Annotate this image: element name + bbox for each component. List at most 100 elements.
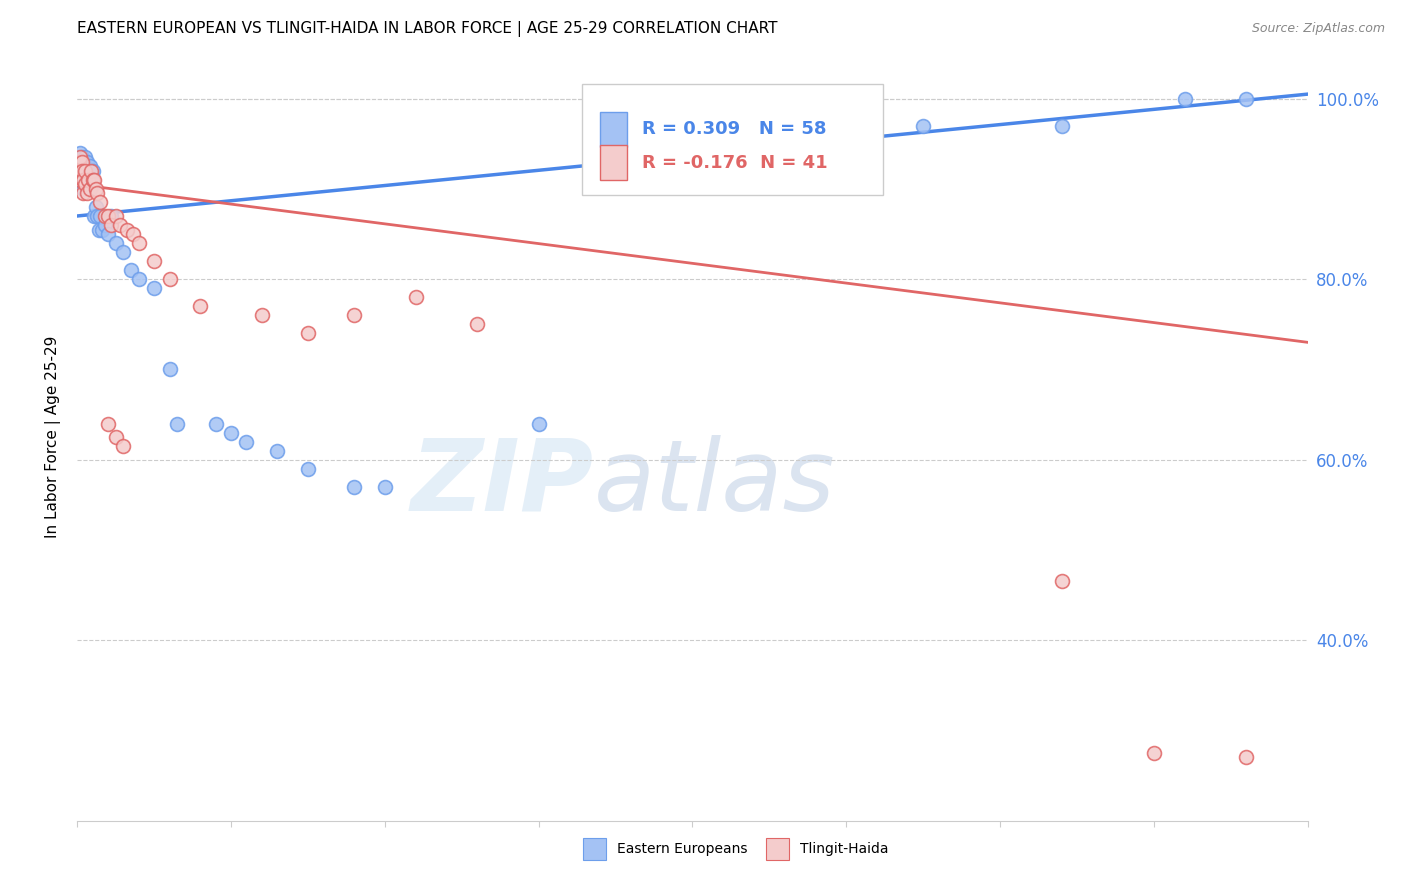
Point <box>73 178 96 192</box>
Text: atlas: atlas <box>595 434 835 532</box>
FancyBboxPatch shape <box>582 84 883 195</box>
Point <box>83 209 105 223</box>
Point <box>87 222 110 236</box>
Point <box>76 186 98 201</box>
Point <box>143 281 166 295</box>
Point <box>86 209 108 223</box>
Point <box>121 227 143 241</box>
Point <box>69 150 91 164</box>
Point <box>70 164 93 178</box>
Point <box>80 178 103 192</box>
Point <box>79 182 101 196</box>
Point <box>73 169 96 183</box>
Point <box>112 245 135 260</box>
Point <box>104 430 127 444</box>
Point <box>84 200 107 214</box>
Point <box>115 222 138 236</box>
Point <box>82 178 104 192</box>
Point <box>97 227 120 241</box>
Point <box>69 169 91 183</box>
Point <box>374 480 396 494</box>
Point <box>69 173 91 187</box>
Point <box>72 173 94 187</box>
Point <box>70 173 93 187</box>
Point <box>69 154 91 169</box>
Point <box>72 164 94 178</box>
Point <box>100 209 122 223</box>
Point <box>69 145 91 160</box>
Point <box>79 173 101 187</box>
Point <box>72 186 94 201</box>
Point <box>76 164 98 178</box>
Point <box>84 182 107 196</box>
Point <box>297 326 319 341</box>
Point <box>72 182 94 196</box>
Text: Source: ZipAtlas.com: Source: ZipAtlas.com <box>1251 22 1385 36</box>
Point <box>94 209 117 223</box>
FancyBboxPatch shape <box>600 145 627 180</box>
Point <box>77 164 100 178</box>
Point <box>70 159 93 173</box>
Point <box>1050 574 1073 589</box>
Point <box>70 154 93 169</box>
Point <box>72 173 94 187</box>
Point <box>97 209 120 223</box>
Point <box>1234 750 1257 764</box>
Point <box>235 434 257 449</box>
Point <box>89 209 111 223</box>
Point <box>100 218 122 232</box>
Point <box>104 235 127 250</box>
Point <box>86 186 108 201</box>
Point <box>67 154 90 169</box>
Point <box>104 209 127 223</box>
Point <box>77 173 100 187</box>
Point <box>143 254 166 268</box>
Point <box>79 159 101 173</box>
Bar <box>583 838 606 860</box>
Point <box>72 154 94 169</box>
Point <box>343 308 366 322</box>
Point <box>67 154 90 169</box>
Point <box>110 218 132 232</box>
Point <box>97 417 120 431</box>
Text: ZIP: ZIP <box>411 434 595 532</box>
Point <box>82 173 104 187</box>
Point <box>73 159 96 173</box>
Point <box>67 173 90 187</box>
Point <box>128 235 150 250</box>
Text: R = 0.309   N = 58: R = 0.309 N = 58 <box>643 120 827 138</box>
Point <box>83 173 105 187</box>
Point <box>76 173 98 187</box>
Point <box>1234 92 1257 106</box>
Point <box>69 159 91 173</box>
Point <box>1174 92 1197 106</box>
Point <box>77 173 100 187</box>
Point <box>204 417 226 431</box>
Point <box>250 308 273 322</box>
Point <box>405 290 427 304</box>
Point <box>159 272 181 286</box>
Text: EASTERN EUROPEAN VS TLINGIT-HAIDA IN LABOR FORCE | AGE 25-29 CORRELATION CHART: EASTERN EUROPEAN VS TLINGIT-HAIDA IN LAB… <box>77 21 778 37</box>
Point <box>67 164 90 178</box>
Point <box>1050 119 1073 133</box>
Text: Eastern Europeans: Eastern Europeans <box>617 842 748 856</box>
Point <box>76 154 98 169</box>
Y-axis label: In Labor Force | Age 25-29: In Labor Force | Age 25-29 <box>45 336 62 538</box>
Point <box>70 150 93 164</box>
FancyBboxPatch shape <box>600 112 627 146</box>
Point <box>166 417 188 431</box>
Point <box>188 299 212 313</box>
Bar <box>766 838 789 860</box>
Point <box>266 443 288 458</box>
Point <box>73 178 96 192</box>
Point <box>527 417 550 431</box>
Point <box>73 164 96 178</box>
Point <box>219 425 242 440</box>
Point <box>120 263 142 277</box>
Point <box>912 119 935 133</box>
Point <box>80 169 103 183</box>
Text: R = -0.176  N = 41: R = -0.176 N = 41 <box>643 153 828 171</box>
Text: Tlingit-Haida: Tlingit-Haida <box>800 842 889 856</box>
Point <box>1143 746 1166 760</box>
Point <box>70 164 93 178</box>
